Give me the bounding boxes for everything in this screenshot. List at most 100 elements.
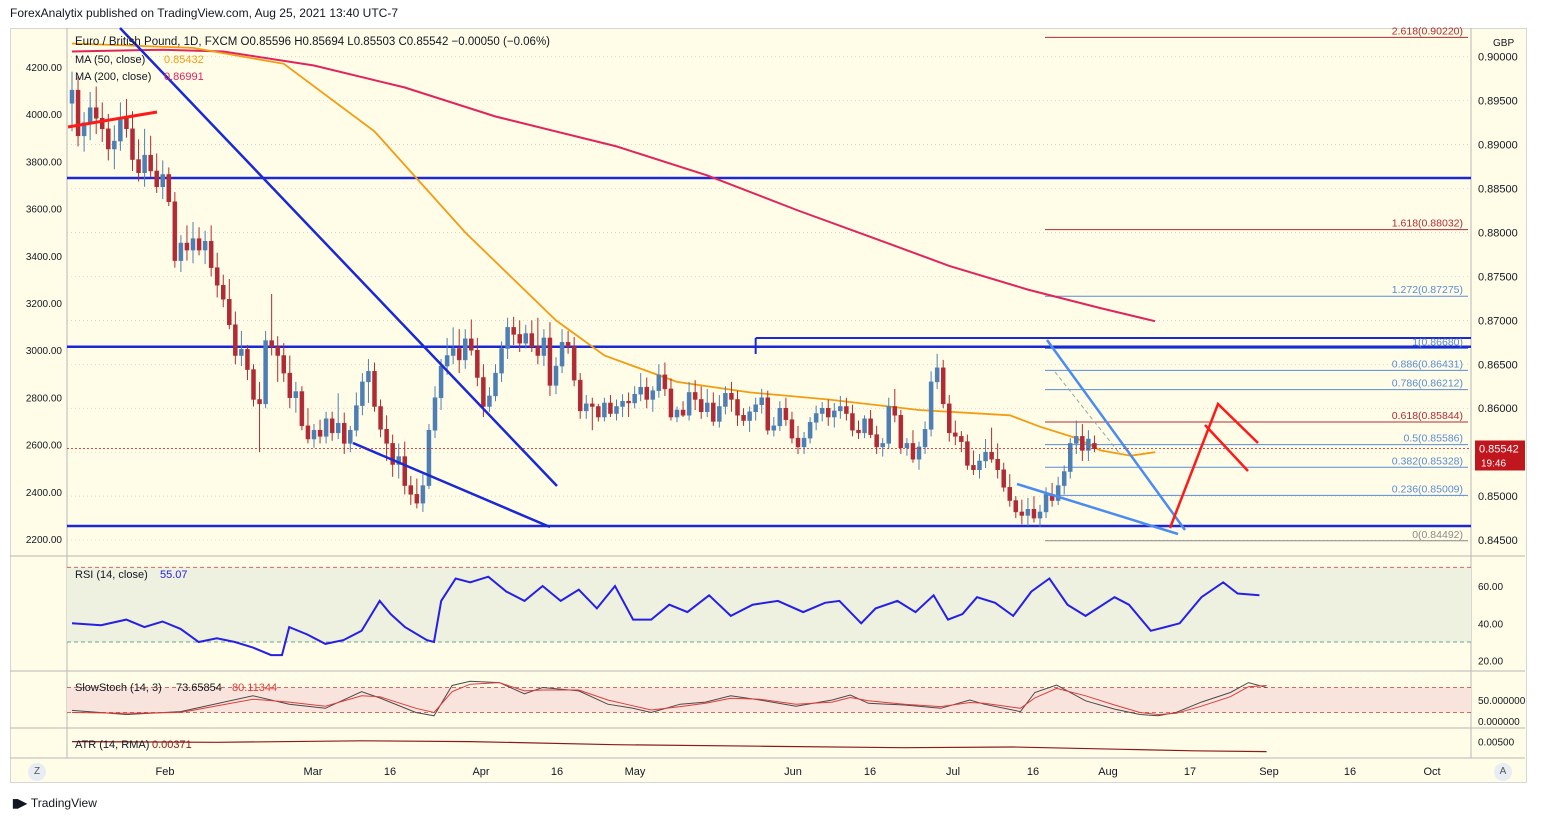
- publisher-caption: ForexAnalytix published on TradingView.c…: [10, 6, 399, 20]
- right-axis-tick-label: 0.84500: [1478, 535, 1518, 547]
- candle-body: [432, 397, 438, 431]
- fib-level-label: 1.618(0.88032): [1392, 218, 1463, 230]
- candle-body: [523, 333, 528, 344]
- candle-body: [934, 367, 940, 383]
- right-axis-tick-label: 0.87500: [1478, 271, 1518, 283]
- candle-body: [511, 327, 516, 335]
- auto-scale-button[interactable]: A: [1494, 763, 1512, 781]
- candle-body: [928, 381, 934, 430]
- candle-body: [910, 443, 916, 460]
- left-axis-tick-label: 3400.00: [26, 252, 63, 263]
- candle-body: [257, 399, 262, 405]
- candle-body: [886, 406, 891, 444]
- zoom-button[interactable]: Z: [28, 763, 46, 781]
- candle-body: [1001, 469, 1006, 488]
- candle-body: [305, 425, 311, 440]
- left-axis-tick-label: 4200.00: [26, 63, 63, 74]
- candle-body: [541, 337, 547, 356]
- candle-body: [329, 418, 335, 434]
- candle-body: [832, 410, 837, 418]
- candle-body: [245, 349, 250, 370]
- candle-body: [729, 393, 734, 400]
- candle-body: [438, 365, 444, 398]
- candle-body: [674, 409, 680, 418]
- candle-body: [656, 374, 662, 391]
- left-axis-tick-label: 2400.00: [26, 488, 63, 499]
- candle-body: [100, 117, 105, 130]
- candle-body: [118, 117, 123, 142]
- candle-body: [372, 371, 377, 407]
- candle-body: [463, 338, 468, 361]
- left-axis-tick-label: 4000.00: [26, 110, 63, 121]
- candle-body: [1080, 436, 1085, 451]
- candle-body: [505, 327, 510, 349]
- candle-body: [166, 174, 172, 202]
- bar-countdown: 19:46: [1481, 458, 1506, 469]
- candle-body: [1019, 511, 1025, 516]
- candle-body: [801, 437, 807, 448]
- candle-body: [584, 403, 589, 412]
- candle-body: [1074, 436, 1079, 444]
- candle-body: [771, 425, 777, 431]
- candle-body: [680, 409, 686, 416]
- candle-body: [426, 429, 432, 486]
- candle-body: [299, 391, 305, 427]
- candle-body: [644, 386, 649, 400]
- fib-level-label: 0.5(0.85586): [1403, 433, 1463, 445]
- candle-body: [342, 422, 347, 444]
- chart-legend: Euro / British Pound, 1D, FXCM O0.85596 …: [75, 36, 550, 48]
- falling-trendline: [119, 27, 558, 487]
- candle-body: [759, 397, 764, 405]
- fib-level-label: 1(0.86680): [1412, 336, 1463, 348]
- candle-body: [1043, 494, 1049, 513]
- candle-body: [838, 406, 843, 412]
- candle-body: [481, 377, 486, 407]
- candle-body: [711, 402, 716, 422]
- candle-body: [608, 402, 613, 414]
- x-axis-tick-label: Jul: [946, 766, 960, 778]
- rsi-tick-label: 60.00: [1478, 582, 1503, 593]
- candle-body: [360, 381, 365, 406]
- candle-body: [717, 406, 722, 422]
- candle-body: [202, 241, 208, 251]
- left-axis-tick-label: 3200.00: [26, 299, 63, 310]
- candle-body: [1092, 443, 1097, 449]
- candle-body: [602, 402, 607, 418]
- candle-body: [705, 402, 710, 413]
- candle-body: [965, 441, 970, 466]
- candle-body: [977, 460, 982, 471]
- candle-body: [348, 429, 353, 444]
- candle-body: [650, 390, 656, 400]
- candle-body: [535, 346, 541, 356]
- candle-body: [414, 494, 420, 504]
- candle-body: [1068, 443, 1073, 472]
- candle-body: [142, 154, 147, 173]
- candle-body: [81, 122, 87, 137]
- right-axis-tick-label: 0.89500: [1478, 96, 1518, 108]
- candle-body: [317, 429, 323, 437]
- candle-body: [130, 128, 135, 160]
- candle-body: [420, 485, 426, 504]
- fib-level-label: 0.786(0.86212): [1392, 378, 1463, 390]
- wedge-upper-line: [1045, 339, 1187, 531]
- red-flag-lower-line: [1204, 424, 1249, 472]
- candle-body: [747, 411, 752, 421]
- left-axis-tick-label: 2600.00: [26, 441, 63, 452]
- candle-body: [789, 419, 795, 439]
- candle-body: [577, 379, 583, 412]
- ma200-value: 0.86991: [164, 71, 204, 83]
- left-axis-tick-label: 2800.00: [26, 393, 63, 404]
- stoch-k-line: [71, 680, 1267, 717]
- ma50-value: 0.85432: [164, 54, 204, 66]
- atr-value: 0.00371: [152, 739, 192, 751]
- fib-level-label: 0.886(0.86431): [1392, 358, 1463, 370]
- fib-anchor-dashed-line: [1054, 371, 1121, 455]
- footer: ▮▶ TradingView: [12, 796, 97, 810]
- right-axis-tick-label: 0.86000: [1478, 403, 1518, 415]
- candle-body: [995, 458, 1000, 471]
- x-axis-tick-label: Sep: [1259, 766, 1279, 778]
- candle-body: [493, 372, 498, 397]
- candle-body: [239, 349, 244, 356]
- candle-body: [880, 443, 885, 448]
